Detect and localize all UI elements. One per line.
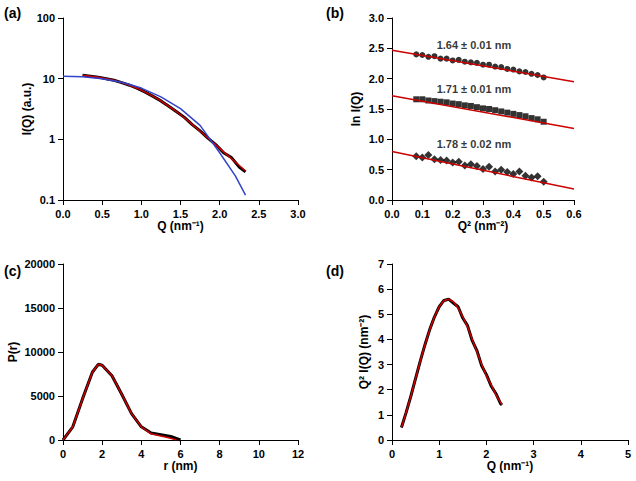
svg-text:10000: 10000: [24, 346, 55, 358]
svg-text:0.6: 0.6: [566, 208, 581, 220]
svg-text:5: 5: [625, 448, 631, 460]
svg-text:0.1: 0.1: [40, 194, 55, 206]
svg-text:0: 0: [389, 448, 395, 460]
svg-text:4: 4: [138, 448, 145, 460]
svg-text:0.4: 0.4: [506, 208, 522, 220]
svg-text:(b): (b): [326, 5, 344, 21]
svg-text:2: 2: [378, 384, 384, 396]
svg-text:Q (nm⁻¹): Q (nm⁻¹): [157, 219, 204, 233]
svg-text:0.1: 0.1: [415, 208, 430, 220]
svg-text:r (nm): r (nm): [164, 459, 198, 473]
svg-text:2.0: 2.0: [212, 208, 227, 220]
svg-text:3.0: 3.0: [290, 208, 305, 220]
svg-text:0.0: 0.0: [384, 208, 399, 220]
svg-text:0: 0: [49, 434, 55, 446]
svg-text:(a): (a): [4, 5, 21, 21]
svg-text:0.0: 0.0: [369, 194, 384, 206]
svg-text:P(r): P(r): [6, 342, 20, 363]
svg-text:I(Q) (a.u.): I(Q) (a.u.): [20, 83, 34, 136]
svg-text:0: 0: [378, 434, 384, 446]
svg-text:2: 2: [99, 448, 105, 460]
svg-text:12: 12: [292, 448, 304, 460]
svg-text:10: 10: [253, 448, 265, 460]
svg-text:(c): (c): [4, 263, 21, 279]
svg-text:2.5: 2.5: [369, 42, 384, 54]
svg-text:2.0: 2.0: [369, 73, 384, 85]
svg-text:100: 100: [37, 12, 55, 24]
svg-text:1.64 ± 0.01 nm: 1.64 ± 0.01 nm: [437, 39, 512, 51]
svg-text:0.2: 0.2: [445, 208, 460, 220]
svg-text:2: 2: [483, 448, 489, 460]
svg-text:15000: 15000: [24, 302, 55, 314]
svg-text:ln I(Q): ln I(Q): [349, 92, 363, 127]
svg-text:5: 5: [378, 308, 384, 320]
svg-text:0: 0: [60, 448, 66, 460]
svg-text:0.5: 0.5: [95, 208, 110, 220]
svg-text:Q² (nm⁻²): Q² (nm⁻²): [458, 219, 509, 233]
svg-text:3: 3: [531, 448, 537, 460]
svg-text:4: 4: [378, 333, 385, 345]
svg-text:4: 4: [578, 448, 585, 460]
svg-text:1: 1: [378, 409, 384, 421]
svg-text:0.5: 0.5: [536, 208, 551, 220]
svg-text:1.5: 1.5: [369, 103, 384, 115]
svg-text:1: 1: [49, 133, 55, 145]
svg-text:20000: 20000: [24, 258, 55, 270]
svg-text:(d): (d): [326, 263, 344, 279]
svg-text:Q² I(Q) (nm⁻²): Q² I(Q) (nm⁻²): [357, 315, 371, 390]
svg-text:1: 1: [436, 448, 442, 460]
svg-text:2.5: 2.5: [251, 208, 266, 220]
svg-text:1.71 ± 0.01 nm: 1.71 ± 0.01 nm: [437, 83, 512, 95]
svg-text:1.5: 1.5: [173, 208, 188, 220]
svg-text:5000: 5000: [31, 390, 55, 402]
svg-text:7: 7: [378, 258, 384, 270]
svg-text:1.78 ± 0.02 nm: 1.78 ± 0.02 nm: [437, 138, 512, 150]
svg-text:8: 8: [217, 448, 223, 460]
svg-text:10: 10: [43, 73, 55, 85]
svg-text:6: 6: [177, 448, 183, 460]
svg-text:0.5: 0.5: [369, 164, 384, 176]
svg-text:0.3: 0.3: [475, 208, 490, 220]
svg-text:3.0: 3.0: [369, 12, 384, 24]
svg-text:1.0: 1.0: [369, 133, 384, 145]
svg-text:3: 3: [378, 359, 384, 371]
svg-text:1.0: 1.0: [134, 208, 149, 220]
svg-text:Q (nm⁻¹): Q (nm⁻¹): [487, 459, 534, 473]
svg-text:0.0: 0.0: [55, 208, 70, 220]
svg-text:6: 6: [378, 283, 384, 295]
